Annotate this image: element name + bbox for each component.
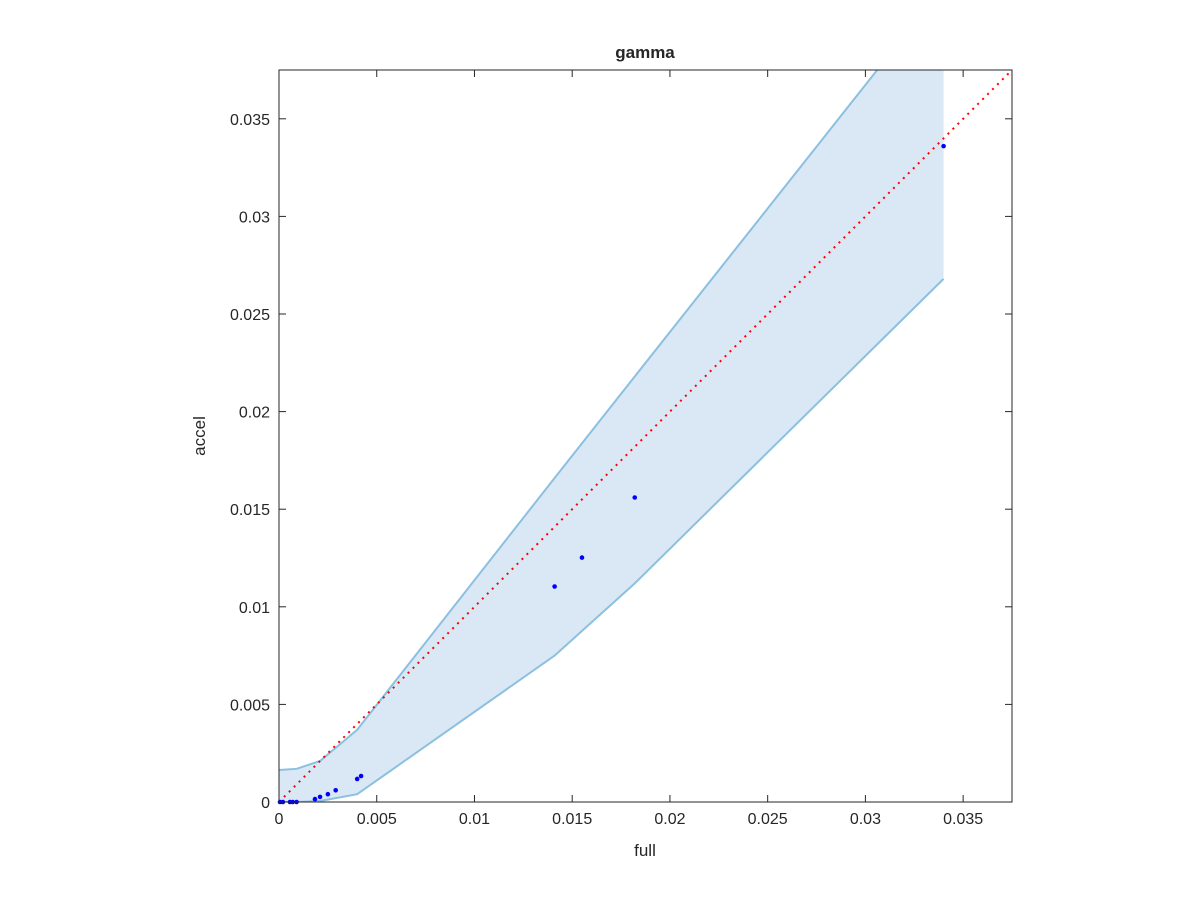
data-point (325, 791, 331, 797)
data-point (317, 794, 323, 800)
band-lower-edge (279, 278, 945, 802)
data-point (358, 773, 364, 779)
y-axis-label: accel (190, 416, 209, 456)
x-tick-label: 0.02 (654, 811, 685, 828)
x-tick-label: 0.01 (459, 811, 490, 828)
x-tick-label: 0 (275, 811, 284, 828)
band-upper-edge (279, 70, 879, 771)
x-tick-label: 0.005 (357, 811, 397, 828)
x-tick-label: 0.015 (552, 811, 592, 828)
y-tick-label: 0.03 (239, 209, 270, 226)
data-point (632, 495, 638, 500)
confidence-band (279, 70, 944, 802)
y-tick-label: 0.015 (230, 502, 270, 519)
x-tick-label: 0.025 (748, 811, 788, 828)
data-point (354, 776, 360, 782)
x-axis-label: full (634, 841, 656, 860)
data-point (312, 796, 318, 802)
data-point (941, 143, 946, 149)
y-tick-label: 0.005 (230, 697, 270, 714)
data-point (579, 555, 585, 560)
x-tick-label: 0.03 (850, 811, 881, 828)
plot-frame (278, 69, 1013, 803)
y-tick-label: 0.02 (239, 405, 270, 422)
x-tick-label: 0.035 (943, 811, 983, 828)
y-tick-label: 0.025 (230, 307, 270, 324)
data-point (552, 584, 557, 589)
y-tick-label: 0.035 (230, 112, 270, 129)
data-point (333, 787, 338, 793)
y-tick-label: 0.01 (239, 600, 270, 617)
y-tick-label: 0 (261, 795, 270, 812)
chart-title: gamma (615, 43, 675, 62)
